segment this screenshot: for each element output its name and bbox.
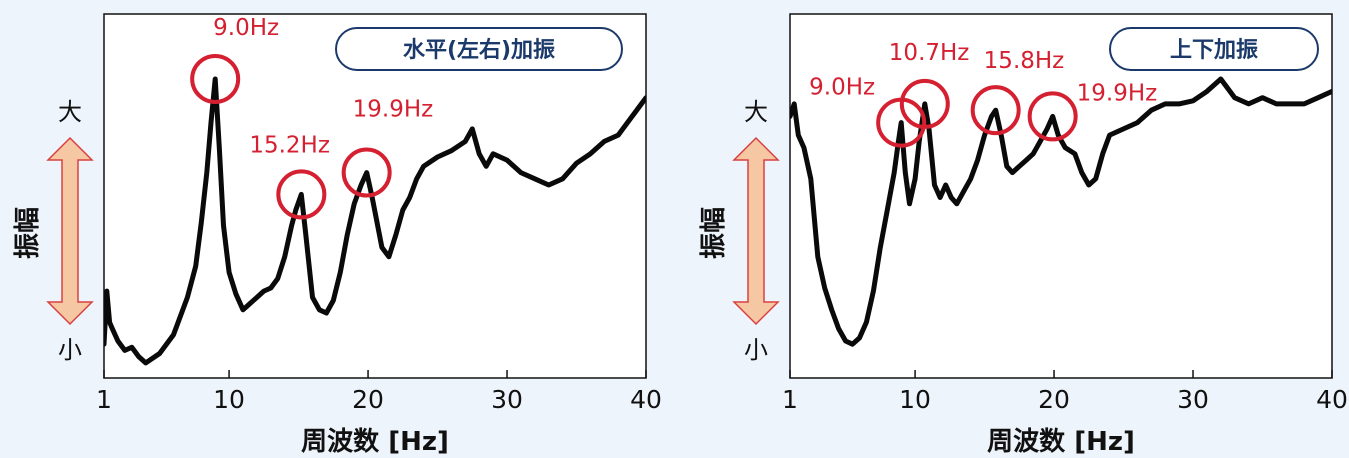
x-axis-label: 周波数 [Hz] (301, 427, 449, 457)
peak-label: 19.9Hz (353, 97, 434, 123)
x-tick-label: 1 (96, 385, 112, 414)
peak-marker (1027, 91, 1078, 142)
x-tick-label: 20 (1038, 385, 1070, 414)
amplitude-arrow (732, 136, 780, 326)
peak-marker (341, 147, 392, 198)
y-scale-high: 大 (58, 98, 82, 126)
x-axis-label: 周波数 [Hz] (987, 427, 1135, 457)
peak-marker (899, 78, 950, 129)
peak-marker (970, 85, 1021, 136)
y-scale-high: 大 (744, 98, 768, 126)
x-tick-label: 30 (1177, 385, 1209, 414)
chart-title-box: 水平(左右)加振 (335, 27, 623, 71)
chart-title: 上下加振 (1170, 38, 1258, 63)
x-tick-label: 1 (782, 385, 798, 414)
x-tick-label: 40 (1316, 385, 1348, 414)
peak-label: 10.7Hz (889, 40, 970, 66)
peak-label: 9.0Hz (213, 15, 279, 41)
series-line (104, 76, 646, 366)
peak-marker (276, 169, 327, 220)
chart-title: 水平(左右)加振 (403, 37, 555, 63)
chart-title-box: 上下加振 (1109, 27, 1319, 71)
series-line (790, 76, 1332, 347)
y-axis-label: 振幅 (13, 207, 43, 259)
peak-label: 15.2Hz (249, 132, 330, 158)
x-tick-label: 10 (213, 385, 245, 414)
x-tick-label: 30 (491, 385, 523, 414)
peak-marker (190, 53, 241, 104)
x-tick-label: 20 (352, 385, 384, 414)
peak-label: 19.9Hz (1077, 80, 1158, 106)
x-tick-label: 10 (899, 385, 931, 414)
horizontal-excitation-chart: 水平(左右)加振 9.0Hz 15.2Hz 19.9Hz 1 10 20 30 40 周波数… (13, 13, 662, 457)
vertical-excitation-chart: 上下加振 9.0Hz 10.7Hz 15.8Hz 19.9Hz 1 10 20 30 40 周… (699, 13, 1348, 457)
peak-label: 15.8Hz (984, 48, 1065, 74)
y-scale-low: 小 (58, 336, 82, 364)
plot-area (789, 13, 1333, 379)
y-scale-low: 小 (744, 336, 768, 364)
amplitude-arrow (46, 136, 94, 326)
x-tick-label: 40 (630, 385, 662, 414)
y-axis-label: 振幅 (699, 207, 729, 259)
peak-label: 9.0Hz (809, 75, 875, 101)
